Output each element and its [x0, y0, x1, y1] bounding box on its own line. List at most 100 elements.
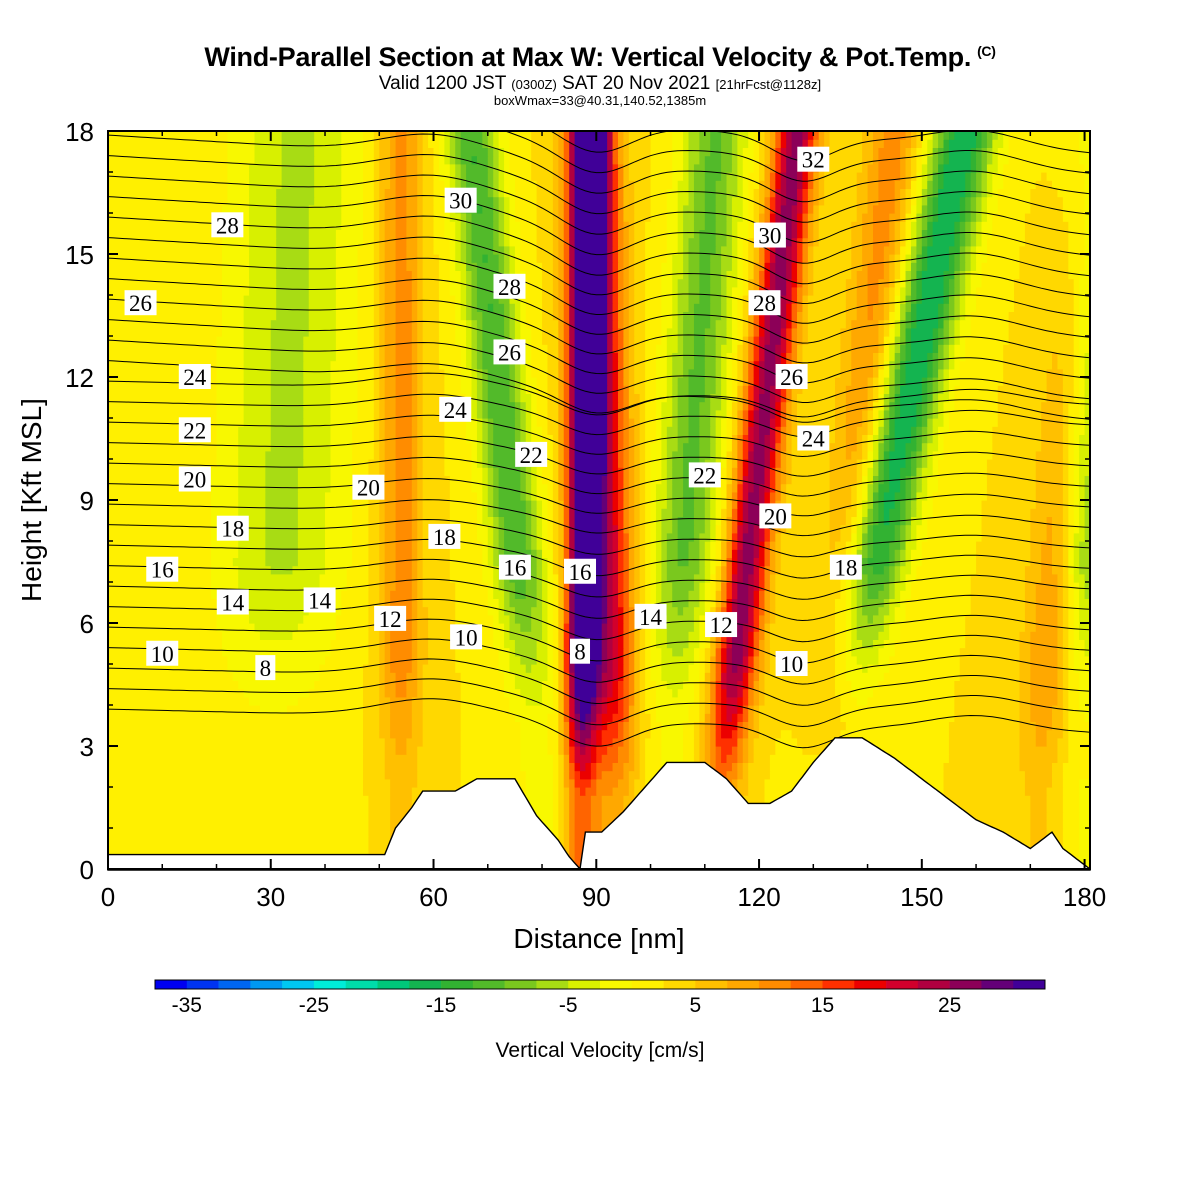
w-cell — [108, 672, 234, 681]
w-cell — [753, 278, 760, 288]
w-cell — [742, 434, 749, 444]
w-cell — [368, 565, 380, 575]
w-cell — [417, 319, 424, 329]
w-cell — [379, 573, 386, 583]
w-cell — [384, 737, 397, 747]
w-cell — [894, 606, 907, 616]
w-cell — [238, 582, 321, 591]
w-cell — [1079, 483, 1086, 493]
w-cell — [954, 319, 961, 329]
w-cell — [737, 278, 744, 288]
w-cell — [737, 459, 744, 468]
w-cell — [1052, 565, 1064, 575]
w-cell — [655, 573, 662, 583]
w-cell — [715, 746, 722, 755]
w-cell — [634, 664, 641, 673]
w-cell — [845, 508, 858, 517]
w-cell — [786, 475, 793, 485]
w-cell — [872, 516, 880, 526]
w-cell — [677, 286, 690, 296]
w-cell — [536, 549, 543, 558]
w-cell — [563, 524, 570, 534]
w-cell — [574, 344, 608, 353]
w-cell — [265, 557, 299, 567]
w-cell — [623, 541, 630, 550]
w-cell — [297, 500, 326, 509]
w-cell — [1046, 803, 1064, 813]
w-cell — [737, 344, 744, 353]
w-cell — [769, 409, 776, 419]
w-cell — [612, 787, 630, 796]
w-cell — [731, 655, 744, 665]
w-cell — [867, 434, 874, 444]
w-cell — [970, 319, 1010, 329]
w-cell — [623, 352, 630, 362]
w-cell — [900, 467, 912, 476]
w-cell — [753, 336, 760, 345]
w-cell — [862, 508, 869, 517]
w-cell — [650, 672, 662, 681]
w-cell — [569, 245, 576, 255]
w-cell — [601, 631, 608, 640]
w-cell — [699, 426, 711, 435]
w-cell — [786, 278, 793, 288]
w-cell — [910, 245, 917, 255]
w-cell — [835, 401, 847, 411]
w-cell — [509, 254, 516, 263]
w-cell — [715, 434, 722, 444]
w-cell — [948, 278, 955, 288]
w-cell — [580, 713, 587, 722]
w-cell — [894, 245, 901, 255]
w-cell — [574, 582, 603, 591]
w-cell — [1068, 614, 1075, 624]
w-cell — [726, 500, 733, 509]
w-cell — [547, 532, 554, 542]
w-cell — [623, 491, 630, 501]
w-cell — [764, 647, 771, 657]
w-cell — [395, 532, 413, 542]
w-cell — [639, 500, 646, 509]
w-cell — [547, 393, 559, 403]
w-cell — [932, 401, 939, 411]
w-cell — [883, 344, 890, 353]
w-cell — [938, 360, 945, 370]
w-cell — [628, 598, 635, 608]
w-cell — [769, 590, 776, 599]
w-cell — [748, 409, 755, 419]
w-cell — [265, 459, 304, 468]
w-cell — [297, 516, 326, 526]
w-cell — [677, 393, 690, 403]
w-cell — [704, 377, 717, 386]
w-cell — [726, 368, 733, 378]
w-cell — [645, 245, 668, 255]
w-cell — [742, 254, 749, 263]
w-cell — [563, 516, 570, 526]
w-cell — [552, 508, 559, 517]
w-cell — [883, 295, 890, 304]
w-cell — [612, 401, 619, 411]
w-cell — [878, 500, 885, 509]
w-cell — [786, 352, 793, 362]
w-cell — [417, 303, 424, 312]
w-cell — [504, 262, 511, 271]
w-cell — [525, 500, 532, 509]
w-cell — [948, 721, 1021, 731]
w-cell — [411, 582, 418, 591]
w-cell — [617, 623, 625, 632]
w-cell — [536, 401, 549, 411]
w-cell — [634, 278, 646, 288]
w-cell — [721, 639, 728, 649]
w-cell — [981, 508, 1031, 517]
w-cell — [704, 582, 711, 591]
w-cell — [905, 491, 912, 501]
w-cell — [563, 500, 570, 509]
w-cell — [574, 426, 608, 435]
w-cell — [558, 418, 565, 427]
w-cell — [862, 442, 869, 452]
w-cell — [851, 623, 858, 632]
w-cell — [721, 573, 728, 583]
w-cell — [460, 705, 511, 714]
w-cell — [943, 762, 1021, 772]
w-cell — [1068, 688, 1080, 698]
w-cell — [623, 623, 630, 632]
